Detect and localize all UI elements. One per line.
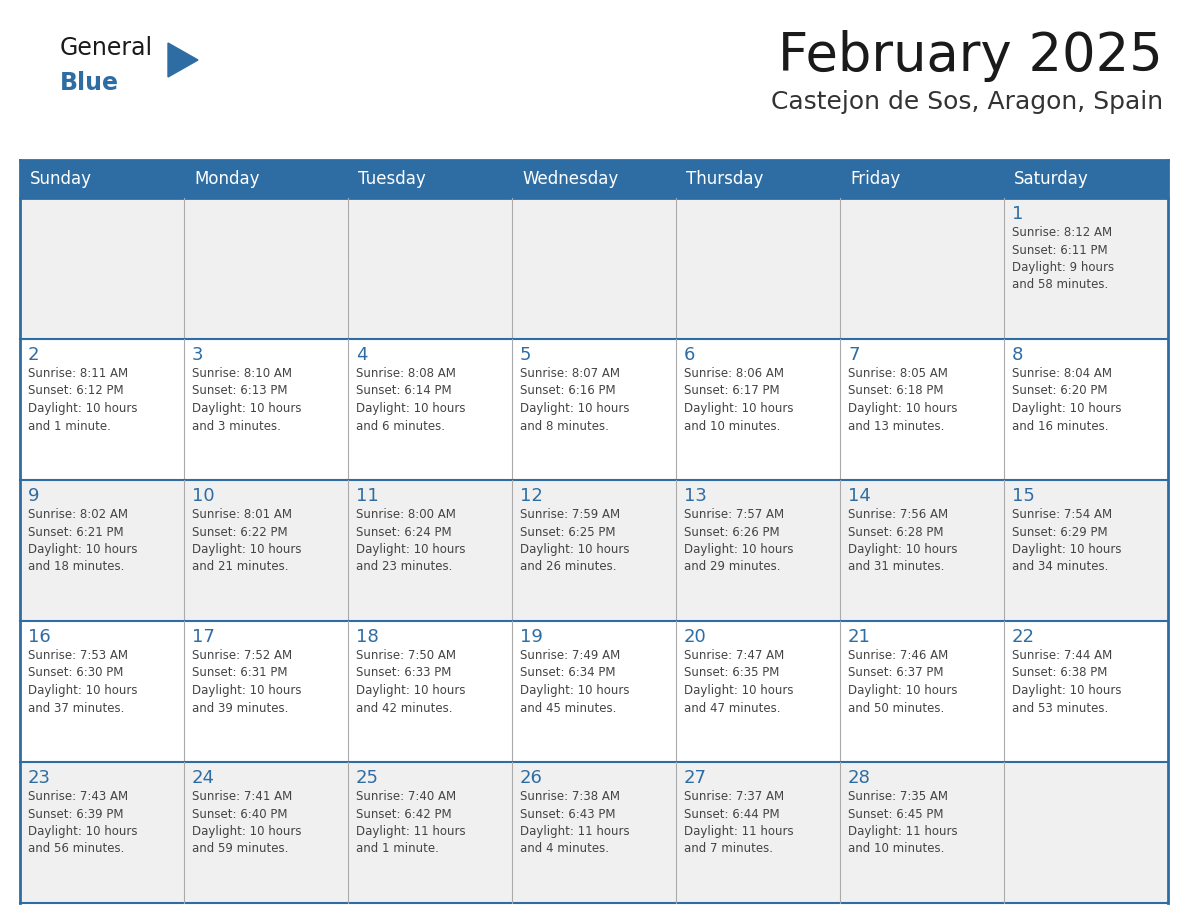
Text: Sunrise: 7:37 AM
Sunset: 6:44 PM
Daylight: 11 hours
and 7 minutes.: Sunrise: 7:37 AM Sunset: 6:44 PM Dayligh… xyxy=(684,790,794,856)
Text: Sunday: Sunday xyxy=(30,170,91,188)
Text: 20: 20 xyxy=(684,628,707,646)
Text: Sunrise: 8:04 AM
Sunset: 6:20 PM
Daylight: 10 hours
and 16 minutes.: Sunrise: 8:04 AM Sunset: 6:20 PM Dayligh… xyxy=(1012,367,1121,432)
Text: Sunrise: 8:05 AM
Sunset: 6:18 PM
Daylight: 10 hours
and 13 minutes.: Sunrise: 8:05 AM Sunset: 6:18 PM Dayligh… xyxy=(848,367,958,432)
Text: Sunrise: 7:40 AM
Sunset: 6:42 PM
Daylight: 11 hours
and 1 minute.: Sunrise: 7:40 AM Sunset: 6:42 PM Dayligh… xyxy=(356,790,466,856)
Text: 25: 25 xyxy=(356,769,379,787)
Text: 1: 1 xyxy=(1012,205,1023,223)
Text: February 2025: February 2025 xyxy=(778,30,1163,82)
Bar xyxy=(184,160,348,198)
Text: Sunrise: 7:52 AM
Sunset: 6:31 PM
Daylight: 10 hours
and 39 minutes.: Sunrise: 7:52 AM Sunset: 6:31 PM Dayligh… xyxy=(192,649,302,714)
Text: Sunrise: 7:59 AM
Sunset: 6:25 PM
Daylight: 10 hours
and 26 minutes.: Sunrise: 7:59 AM Sunset: 6:25 PM Dayligh… xyxy=(520,508,630,574)
Text: 24: 24 xyxy=(192,769,215,787)
Bar xyxy=(20,339,1168,480)
Text: Sunrise: 7:50 AM
Sunset: 6:33 PM
Daylight: 10 hours
and 42 minutes.: Sunrise: 7:50 AM Sunset: 6:33 PM Dayligh… xyxy=(356,649,466,714)
Text: 8: 8 xyxy=(1012,346,1023,364)
Text: Sunrise: 7:49 AM
Sunset: 6:34 PM
Daylight: 10 hours
and 45 minutes.: Sunrise: 7:49 AM Sunset: 6:34 PM Dayligh… xyxy=(520,649,630,714)
Text: Sunrise: 7:53 AM
Sunset: 6:30 PM
Daylight: 10 hours
and 37 minutes.: Sunrise: 7:53 AM Sunset: 6:30 PM Dayligh… xyxy=(29,649,138,714)
Text: Saturday: Saturday xyxy=(1015,170,1088,188)
Text: 10: 10 xyxy=(192,487,215,505)
Text: Sunrise: 7:38 AM
Sunset: 6:43 PM
Daylight: 11 hours
and 4 minutes.: Sunrise: 7:38 AM Sunset: 6:43 PM Dayligh… xyxy=(520,790,630,856)
Text: Thursday: Thursday xyxy=(685,170,764,188)
Bar xyxy=(20,621,1168,762)
Text: 12: 12 xyxy=(520,487,543,505)
Text: Sunrise: 8:02 AM
Sunset: 6:21 PM
Daylight: 10 hours
and 18 minutes.: Sunrise: 8:02 AM Sunset: 6:21 PM Dayligh… xyxy=(29,508,138,574)
Text: 28: 28 xyxy=(848,769,871,787)
Text: Sunrise: 8:08 AM
Sunset: 6:14 PM
Daylight: 10 hours
and 6 minutes.: Sunrise: 8:08 AM Sunset: 6:14 PM Dayligh… xyxy=(356,367,466,432)
Text: Sunrise: 7:47 AM
Sunset: 6:35 PM
Daylight: 10 hours
and 47 minutes.: Sunrise: 7:47 AM Sunset: 6:35 PM Dayligh… xyxy=(684,649,794,714)
Text: 11: 11 xyxy=(356,487,379,505)
Bar xyxy=(512,160,676,198)
Text: Sunrise: 8:10 AM
Sunset: 6:13 PM
Daylight: 10 hours
and 3 minutes.: Sunrise: 8:10 AM Sunset: 6:13 PM Dayligh… xyxy=(192,367,302,432)
Text: 26: 26 xyxy=(520,769,543,787)
Bar xyxy=(348,160,512,198)
Text: Sunrise: 7:54 AM
Sunset: 6:29 PM
Daylight: 10 hours
and 34 minutes.: Sunrise: 7:54 AM Sunset: 6:29 PM Dayligh… xyxy=(1012,508,1121,574)
Bar xyxy=(20,160,184,198)
Text: 2: 2 xyxy=(29,346,39,364)
Text: Wednesday: Wednesday xyxy=(522,170,618,188)
Text: 27: 27 xyxy=(684,769,707,787)
Text: Sunrise: 8:11 AM
Sunset: 6:12 PM
Daylight: 10 hours
and 1 minute.: Sunrise: 8:11 AM Sunset: 6:12 PM Dayligh… xyxy=(29,367,138,432)
Text: 3: 3 xyxy=(192,346,203,364)
Bar xyxy=(20,198,1168,339)
Text: 15: 15 xyxy=(1012,487,1035,505)
Text: 7: 7 xyxy=(848,346,859,364)
Text: Sunrise: 8:01 AM
Sunset: 6:22 PM
Daylight: 10 hours
and 21 minutes.: Sunrise: 8:01 AM Sunset: 6:22 PM Dayligh… xyxy=(192,508,302,574)
Text: 14: 14 xyxy=(848,487,871,505)
Text: 23: 23 xyxy=(29,769,51,787)
Text: Sunrise: 7:43 AM
Sunset: 6:39 PM
Daylight: 10 hours
and 56 minutes.: Sunrise: 7:43 AM Sunset: 6:39 PM Dayligh… xyxy=(29,790,138,856)
Text: 21: 21 xyxy=(848,628,871,646)
Text: Sunrise: 8:12 AM
Sunset: 6:11 PM
Daylight: 9 hours
and 58 minutes.: Sunrise: 8:12 AM Sunset: 6:11 PM Dayligh… xyxy=(1012,226,1114,292)
Text: Blue: Blue xyxy=(61,71,119,95)
Bar xyxy=(676,160,840,198)
Text: Monday: Monday xyxy=(194,170,259,188)
Text: General: General xyxy=(61,36,153,60)
Text: Sunrise: 8:00 AM
Sunset: 6:24 PM
Daylight: 10 hours
and 23 minutes.: Sunrise: 8:00 AM Sunset: 6:24 PM Dayligh… xyxy=(356,508,466,574)
Text: Sunrise: 7:44 AM
Sunset: 6:38 PM
Daylight: 10 hours
and 53 minutes.: Sunrise: 7:44 AM Sunset: 6:38 PM Dayligh… xyxy=(1012,649,1121,714)
Text: 13: 13 xyxy=(684,487,707,505)
Text: Sunrise: 7:46 AM
Sunset: 6:37 PM
Daylight: 10 hours
and 50 minutes.: Sunrise: 7:46 AM Sunset: 6:37 PM Dayligh… xyxy=(848,649,958,714)
Polygon shape xyxy=(168,43,198,77)
Text: 6: 6 xyxy=(684,346,695,364)
Text: Sunrise: 8:07 AM
Sunset: 6:16 PM
Daylight: 10 hours
and 8 minutes.: Sunrise: 8:07 AM Sunset: 6:16 PM Dayligh… xyxy=(520,367,630,432)
Text: 22: 22 xyxy=(1012,628,1035,646)
Bar xyxy=(20,480,1168,621)
Text: 16: 16 xyxy=(29,628,51,646)
Text: 5: 5 xyxy=(520,346,531,364)
Text: Tuesday: Tuesday xyxy=(358,170,425,188)
Text: Sunrise: 7:35 AM
Sunset: 6:45 PM
Daylight: 11 hours
and 10 minutes.: Sunrise: 7:35 AM Sunset: 6:45 PM Dayligh… xyxy=(848,790,958,856)
Text: 19: 19 xyxy=(520,628,543,646)
Bar xyxy=(840,160,1004,198)
Text: Castejon de Sos, Aragon, Spain: Castejon de Sos, Aragon, Spain xyxy=(771,90,1163,114)
Text: Sunrise: 7:41 AM
Sunset: 6:40 PM
Daylight: 10 hours
and 59 minutes.: Sunrise: 7:41 AM Sunset: 6:40 PM Dayligh… xyxy=(192,790,302,856)
Bar xyxy=(1004,160,1168,198)
Bar xyxy=(20,762,1168,903)
Text: Sunrise: 7:56 AM
Sunset: 6:28 PM
Daylight: 10 hours
and 31 minutes.: Sunrise: 7:56 AM Sunset: 6:28 PM Dayligh… xyxy=(848,508,958,574)
Text: Friday: Friday xyxy=(849,170,901,188)
Text: Sunrise: 7:57 AM
Sunset: 6:26 PM
Daylight: 10 hours
and 29 minutes.: Sunrise: 7:57 AM Sunset: 6:26 PM Dayligh… xyxy=(684,508,794,574)
Text: 9: 9 xyxy=(29,487,39,505)
Text: 18: 18 xyxy=(356,628,379,646)
Text: Sunrise: 8:06 AM
Sunset: 6:17 PM
Daylight: 10 hours
and 10 minutes.: Sunrise: 8:06 AM Sunset: 6:17 PM Dayligh… xyxy=(684,367,794,432)
Text: 4: 4 xyxy=(356,346,367,364)
Text: 17: 17 xyxy=(192,628,215,646)
